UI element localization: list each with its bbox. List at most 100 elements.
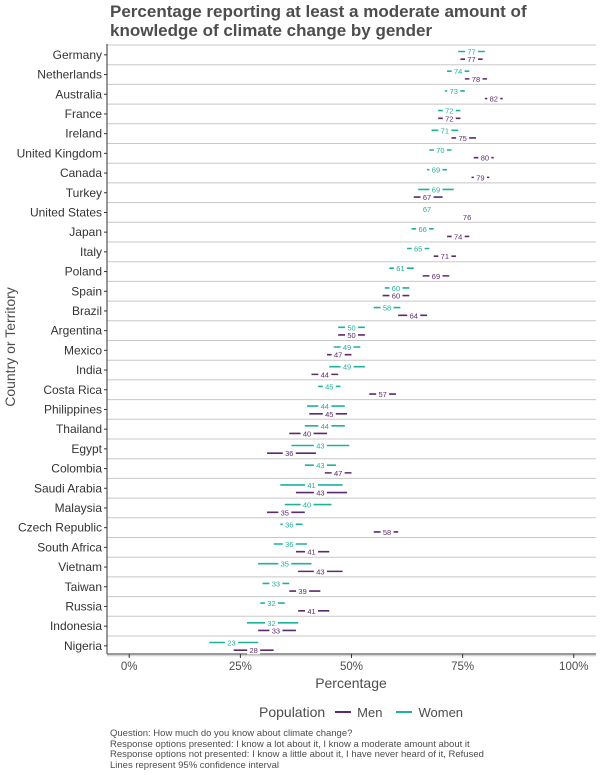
men-label-bg — [322, 409, 336, 418]
y-tick-label: Costa Rica — [43, 383, 102, 397]
women-value-label: 45 — [325, 382, 333, 391]
y-tick-label: Japan — [69, 225, 102, 239]
note-options-presented: Response options presented: I know a lot… — [110, 738, 470, 750]
men-label-bg — [304, 606, 318, 615]
y-axis-title: Country or Territory — [2, 287, 18, 407]
women-label-bg — [282, 540, 296, 549]
x-axis-title: Percentage — [315, 675, 387, 691]
y-tick-label: Philippines — [44, 402, 102, 416]
women-label-bg — [429, 185, 443, 194]
men-label-bg — [478, 153, 492, 162]
women-value-label: 50 — [347, 323, 355, 332]
men-value-label: 69 — [432, 272, 440, 281]
grid-layer — [107, 44, 596, 657]
men-value-label: 74 — [454, 232, 462, 241]
x-tick-label: 75% — [451, 661, 474, 673]
women-value-label: 43 — [316, 442, 324, 451]
women-value-label: 44 — [321, 402, 329, 411]
men-label-bg — [469, 74, 483, 83]
y-tick-label: Italy — [80, 245, 102, 259]
men-value-label: 78 — [472, 75, 480, 84]
women-value-label: 40 — [303, 501, 311, 510]
women-value-label: 58 — [383, 304, 391, 313]
y-tick-label: Argentina — [51, 324, 103, 338]
women-value-label: 70 — [436, 146, 444, 155]
y-tick-label: Spain — [71, 284, 102, 298]
men-label-bg — [376, 390, 390, 399]
men-value-label: 82 — [490, 95, 498, 104]
men-value-label: 67 — [423, 193, 431, 202]
women-label-bg — [282, 520, 296, 529]
marks-layer: 7777747873827272717570806979696767766674… — [209, 47, 503, 655]
men-label-bg — [313, 488, 327, 497]
y-tick-label: Saudi Arabia — [34, 481, 102, 495]
women-label-bg — [393, 264, 407, 273]
y-tick-label: Taiwan — [65, 580, 102, 594]
men-value-label: 64 — [410, 311, 418, 320]
women-label-bg — [429, 165, 443, 174]
women-value-label: 61 — [396, 264, 404, 273]
men-label-bg — [247, 646, 261, 655]
y-tick-label: Germany — [53, 48, 102, 62]
men-label-bg — [407, 311, 421, 320]
men-value-label: 47 — [334, 469, 342, 478]
men-label-bg — [429, 271, 443, 280]
men-label-bg — [278, 508, 292, 517]
men-label-bg — [345, 330, 358, 339]
women-label-bg — [465, 47, 479, 56]
women-label-bg — [411, 244, 425, 253]
women-label-bg — [340, 343, 354, 352]
women-value-label: 71 — [441, 126, 449, 135]
women-value-label: 73 — [450, 87, 458, 96]
men-value-label: 71 — [441, 252, 449, 261]
chart-notes: Question: How much do you know about cli… — [110, 728, 484, 771]
men-label-bg — [465, 55, 479, 64]
y-tick-label: Australia — [55, 87, 102, 101]
women-label-bg — [318, 402, 332, 411]
women-label-bg — [313, 461, 327, 470]
y-tick-label: Turkey — [66, 186, 102, 200]
women-value-label: 41 — [307, 481, 315, 490]
note-options-not-presented: Response options not presented: I know a… — [110, 749, 484, 760]
women-value-label: 66 — [418, 225, 426, 234]
legend-title: Population — [259, 704, 326, 720]
men-label-bg — [304, 547, 318, 556]
y-tick-label: Mexico — [64, 343, 102, 357]
women-label-bg — [447, 86, 461, 95]
y-tick-label: Canada — [60, 166, 102, 180]
men-label-bg — [473, 173, 487, 182]
women-label-bg — [300, 500, 314, 509]
men-label-bg — [442, 114, 456, 123]
women-value-label: 72 — [445, 107, 453, 116]
men-label-bg — [331, 468, 345, 477]
women-label-bg — [416, 224, 430, 233]
women-value-label: 67 — [423, 205, 431, 214]
women-value-label: 36 — [285, 540, 293, 549]
x-tick-label: 0% — [121, 661, 138, 673]
men-value-label: 58 — [383, 528, 391, 537]
note-confidence-interval: Lines represent 95% confidence interval — [110, 759, 279, 771]
men-value-label: 75 — [458, 134, 466, 143]
men-value-label: 43 — [316, 567, 324, 576]
men-label-bg — [269, 626, 283, 635]
men-label-bg — [487, 94, 501, 103]
women-value-label: 77 — [467, 48, 475, 57]
men-label-bg — [331, 350, 345, 359]
legend-key-men — [335, 711, 352, 713]
y-tick-label: Brazil — [72, 304, 102, 318]
men-value-label: 76 — [463, 213, 471, 222]
men-label-bg — [282, 449, 296, 458]
y-tick-label: Czech Republic — [18, 521, 102, 535]
men-value-label: 41 — [307, 548, 315, 557]
men-value-label: 80 — [481, 154, 489, 163]
chart-title: Percentage reporting at least a moderate… — [110, 2, 527, 40]
y-tick-label: Poland — [65, 265, 102, 279]
legend: Population Men Women — [259, 704, 477, 720]
women-value-label: 43 — [316, 461, 324, 470]
women-label-bg — [420, 205, 434, 214]
legend-item-men: Men — [335, 705, 382, 720]
men-label-bg — [296, 587, 310, 596]
women-value-label: 69 — [432, 185, 440, 194]
women-value-label: 74 — [454, 67, 462, 76]
y-tick-label: Ireland — [65, 127, 102, 141]
